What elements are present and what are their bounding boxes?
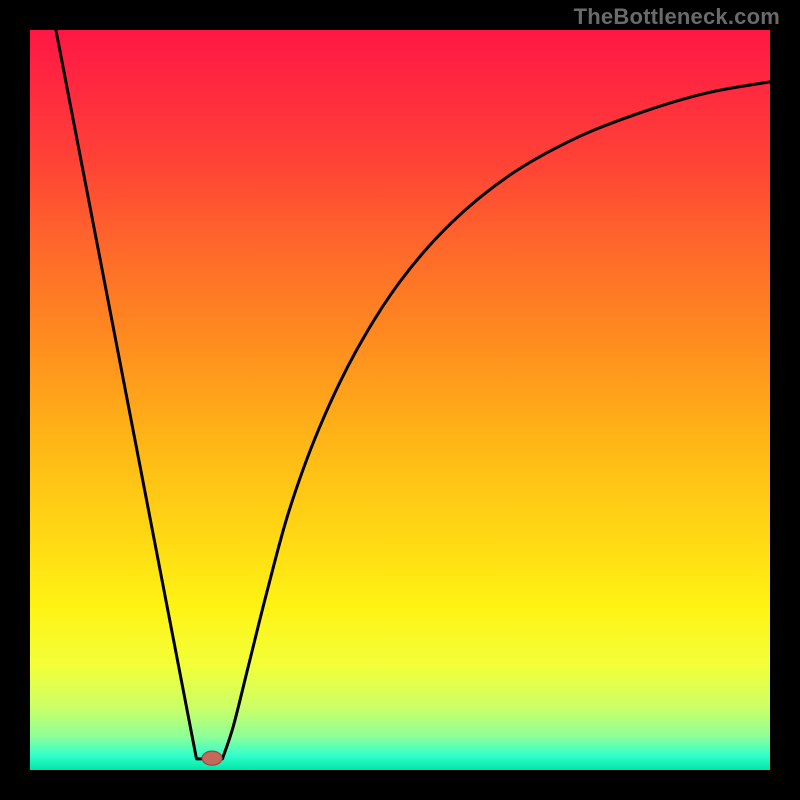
chart-frame: TheBottleneck.com bbox=[0, 0, 800, 800]
plot-area bbox=[30, 30, 770, 770]
watermark-text: TheBottleneck.com bbox=[574, 4, 780, 30]
chart-svg bbox=[30, 30, 770, 770]
